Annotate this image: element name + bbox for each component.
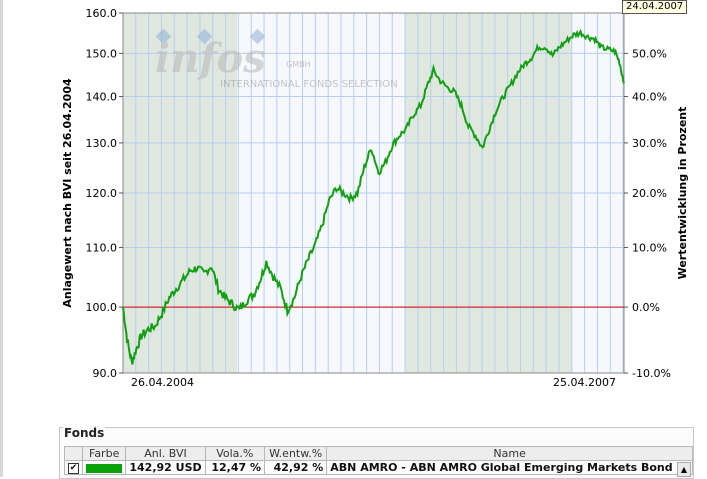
checkbox[interactable]: ✔ [68,462,79,474]
fonds-panel: Fonds Farbe Anl. BVI Vola.% W.entw.% Nam… [59,426,694,479]
y-tick-label: 90.0 [93,367,118,380]
y-tick-label: 140.0 [86,91,118,104]
y-right-tick-label: 10.0% [632,241,667,254]
col-header[interactable]: Name [326,446,693,461]
infos-watermark: infos GMBH INTERNATIONAL FONDS SELECTION [155,28,398,90]
anl-bvi-cell: 142,92 USD [125,460,206,475]
chart: infos GMBH INTERNATIONAL FONDS SELECTION… [61,7,689,389]
wentw-cell: 42,92 % [263,460,328,475]
window-edge [0,0,3,477]
x-tick-label: 25.04.2007 [553,376,616,389]
fonds-table: Farbe Anl. BVI Vola.% W.entw.% Name ✔ 14… [64,446,693,475]
col-header[interactable]: Vola.% [204,446,265,461]
watermark-suffix: GMBH [286,60,311,69]
y-right-tick-label: 50.0% [632,47,667,60]
y-tick-label: 110.0 [86,241,118,254]
y-right-tick-label: 30.0% [632,137,667,150]
y-tick-label: 120.0 [86,187,118,200]
date-tooltip: 24.04.2007 [622,0,688,14]
y-axis-right-title: Wertentwicklung in Prozent [676,107,689,280]
y-axis-left: 160.0 150.0 140.0 130.0 120.0 110.0 100.0 90.0 [86,7,123,380]
col-header[interactable]: W.entw.% [263,446,328,461]
table-header-row: Farbe Anl. BVI Vola.% W.entw.% Name [64,446,693,461]
fund-name-cell: ABN AMRO - ABN AMRO Global Emerging Mark… [326,460,693,475]
y-right-tick-label: 0.0% [632,301,660,314]
col-header[interactable]: Farbe [81,446,127,461]
y-right-tick-label: 40.0% [632,91,667,104]
y-tick-label: 160.0 [86,7,118,20]
fonds-title: Fonds [63,426,106,440]
vola-cell: 12,47 % [204,460,265,475]
col-check [64,446,83,461]
y-tick-label: 100.0 [86,301,118,314]
watermark-tagline: INTERNATIONAL FONDS SELECTION [220,79,398,90]
col-header[interactable]: Anl. BVI [125,446,206,461]
y-right-tick-label: 20.0% [632,187,667,200]
color-cell [81,460,127,475]
watermark-brand: infos [155,35,266,82]
y-tick-label: 130.0 [86,137,118,150]
y-axis-right: 50.0% 40.0% 30.0% 20.0% 10.0% 0.0% -10.0% [624,47,671,380]
table-row[interactable]: ✔ 142,92 USD 12,47 % 42,92 % ABN AMRO - … [64,460,693,475]
diamond-icon [196,28,213,45]
row-checkbox-cell[interactable]: ✔ [64,460,83,475]
y-tick-label: 150.0 [86,47,118,60]
y-right-tick-label: -10.0% [632,367,671,380]
y-axis-left-title: Anlagewert nach BVI seit 26.04.2004 [61,78,74,308]
series-line [122,28,625,365]
grid-lines [123,12,624,374]
scroll-up-button[interactable]: ▲ [677,462,691,477]
color-swatch [86,463,122,473]
diamond-icon [155,28,172,45]
x-tick-label: 26.04.2004 [131,376,194,389]
x-axis: 26.04.2004 25.04.2007 [131,376,616,389]
